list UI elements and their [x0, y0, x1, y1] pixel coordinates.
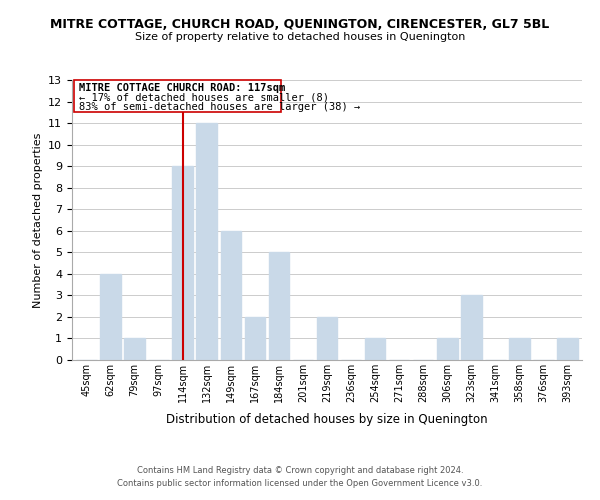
- Bar: [245, 317, 265, 360]
- Y-axis label: Number of detached properties: Number of detached properties: [32, 132, 43, 308]
- Bar: [509, 338, 530, 360]
- Text: MITRE COTTAGE CHURCH ROAD: 117sqm: MITRE COTTAGE CHURCH ROAD: 117sqm: [79, 83, 286, 93]
- Bar: [100, 274, 121, 360]
- Bar: [317, 317, 337, 360]
- Text: MITRE COTTAGE, CHURCH ROAD, QUENINGTON, CIRENCESTER, GL7 5BL: MITRE COTTAGE, CHURCH ROAD, QUENINGTON, …: [50, 18, 550, 30]
- Bar: [124, 338, 145, 360]
- Text: 83% of semi-detached houses are larger (38) →: 83% of semi-detached houses are larger (…: [79, 102, 361, 112]
- Bar: [172, 166, 193, 360]
- Bar: [196, 123, 217, 360]
- Text: ← 17% of detached houses are smaller (8): ← 17% of detached houses are smaller (8): [79, 92, 329, 102]
- Bar: [365, 338, 385, 360]
- Bar: [437, 338, 458, 360]
- Text: Size of property relative to detached houses in Quenington: Size of property relative to detached ho…: [135, 32, 465, 42]
- Bar: [269, 252, 289, 360]
- Bar: [74, 80, 281, 112]
- X-axis label: Distribution of detached houses by size in Quenington: Distribution of detached houses by size …: [166, 414, 488, 426]
- Bar: [557, 338, 578, 360]
- Text: Contains HM Land Registry data © Crown copyright and database right 2024.
Contai: Contains HM Land Registry data © Crown c…: [118, 466, 482, 487]
- Bar: [221, 231, 241, 360]
- Bar: [461, 296, 482, 360]
